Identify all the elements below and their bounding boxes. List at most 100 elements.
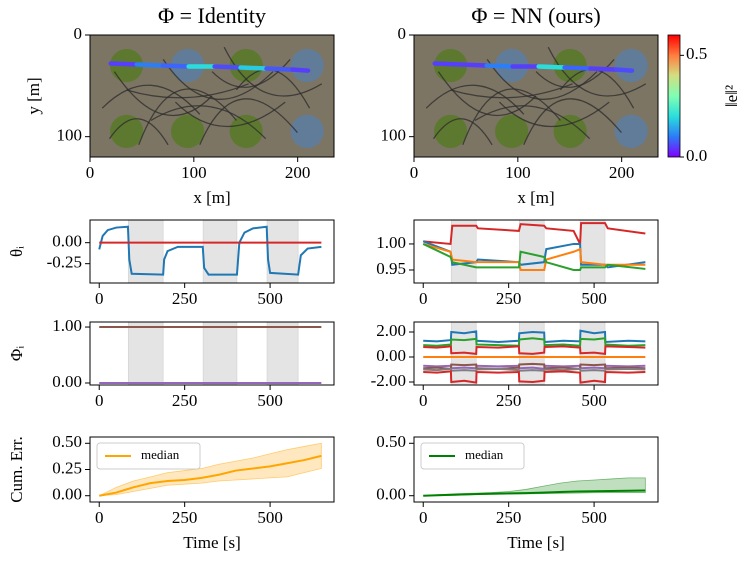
map-region <box>290 48 324 83</box>
map-track <box>462 88 561 146</box>
y-tick-label: -2.00 <box>371 371 406 390</box>
line <box>423 364 646 370</box>
line <box>98 225 322 276</box>
map-region <box>229 48 263 83</box>
y-tick-label: -0.25 <box>47 253 82 272</box>
shaded-region <box>266 322 299 385</box>
trajectory-segment <box>562 65 593 71</box>
y-tick-label: 0.00 <box>52 485 82 504</box>
x-tick-label: 200 <box>609 163 635 182</box>
y-tick-label: 1.00 <box>52 316 82 335</box>
y-axis-label: θᵢ <box>7 246 26 257</box>
trajectory-segment <box>614 67 635 73</box>
map-track <box>223 46 323 97</box>
map-region <box>614 114 648 148</box>
map-track <box>108 118 169 146</box>
legend-label: median <box>465 447 504 462</box>
chart-title: Φ = NN (ours) <box>471 3 600 28</box>
x-tick-label: 0 <box>419 289 428 308</box>
map-track <box>199 98 298 146</box>
map-track <box>126 83 249 99</box>
y-tick-label: 0.00 <box>376 485 406 504</box>
trajectory-segment <box>160 63 191 69</box>
map-region <box>110 114 144 148</box>
chart-title: Φ = Identity <box>158 3 266 28</box>
y-tick-label: 100 <box>57 126 83 145</box>
x-tick-label: 250 <box>172 289 198 308</box>
trajectory-segment <box>432 61 463 67</box>
axes-frame <box>89 321 335 386</box>
axes-frame <box>89 219 335 284</box>
map-region <box>553 114 587 148</box>
x-axis-label: Time [s] <box>183 533 240 552</box>
axes-frame <box>413 321 659 386</box>
x-tick-label: 0 <box>419 391 428 410</box>
line <box>422 242 646 271</box>
line <box>423 370 646 384</box>
plot-area <box>99 442 322 497</box>
shaded-region <box>450 220 477 283</box>
line <box>423 362 646 370</box>
x-tick-label: 250 <box>172 391 198 410</box>
colorbar <box>667 34 681 158</box>
x-tick-label: 500 <box>257 289 283 308</box>
y-tick-label: 0.50 <box>52 432 82 451</box>
line <box>423 329 646 344</box>
trajectory-segment <box>536 64 567 70</box>
map-track <box>523 98 622 146</box>
colorbar-tick-label: 0.5 <box>686 44 707 63</box>
y-axis-label: Φᵢ <box>7 346 26 361</box>
shaded-region <box>127 322 164 385</box>
line <box>423 489 646 497</box>
map-track <box>138 88 237 146</box>
x-tick-label: 0 <box>410 163 419 182</box>
map-track <box>174 101 286 128</box>
map-track <box>450 83 573 99</box>
y-tick-label: 0.95 <box>376 259 406 278</box>
x-tick-label: 0 <box>95 289 104 308</box>
x-tick-label: 250 <box>172 508 198 527</box>
legend-box <box>420 442 525 470</box>
y-axis-label: y [m] <box>24 77 43 114</box>
line <box>423 367 646 372</box>
x-axis-label: x [m] <box>517 188 554 207</box>
map-region <box>495 114 529 148</box>
x-tick-label: 250 <box>496 289 522 308</box>
line <box>423 345 646 355</box>
map-track <box>425 84 525 115</box>
y-axis-label: Cum. Err. <box>7 436 26 503</box>
axes-frame <box>413 34 659 158</box>
plot-area <box>99 322 322 385</box>
y-tick-label: 0.50 <box>376 432 406 451</box>
legend-label: median <box>141 447 180 462</box>
map-track <box>474 105 591 140</box>
x-tick-label: 250 <box>496 508 522 527</box>
x-tick-label: 0 <box>86 163 95 182</box>
trajectory-segment <box>588 66 619 72</box>
line <box>423 222 646 248</box>
legend-box <box>96 442 201 470</box>
x-tick-label: 0 <box>95 508 104 527</box>
plot-area <box>423 322 646 385</box>
trajectory-segment <box>264 66 295 72</box>
trajectory-segment <box>458 62 489 68</box>
map-region <box>434 114 468 148</box>
y-tick-label: 0 <box>74 24 83 43</box>
x-tick-label: 100 <box>181 163 207 182</box>
x-tick-label: 500 <box>581 391 607 410</box>
map-track <box>101 84 201 115</box>
axes-frame <box>413 436 659 503</box>
line <box>423 337 646 347</box>
x-tick-label: 250 <box>496 391 522 410</box>
trajectory-segment <box>134 62 165 68</box>
y-tick-label: 100 <box>381 126 407 145</box>
shaded-region <box>127 220 164 283</box>
plot-area <box>414 35 658 157</box>
map-track <box>150 105 267 140</box>
y-tick-label: 1.00 <box>376 233 406 252</box>
plot-area <box>423 477 646 497</box>
y-tick-label: 2.00 <box>376 321 406 340</box>
plot-area <box>422 220 646 283</box>
